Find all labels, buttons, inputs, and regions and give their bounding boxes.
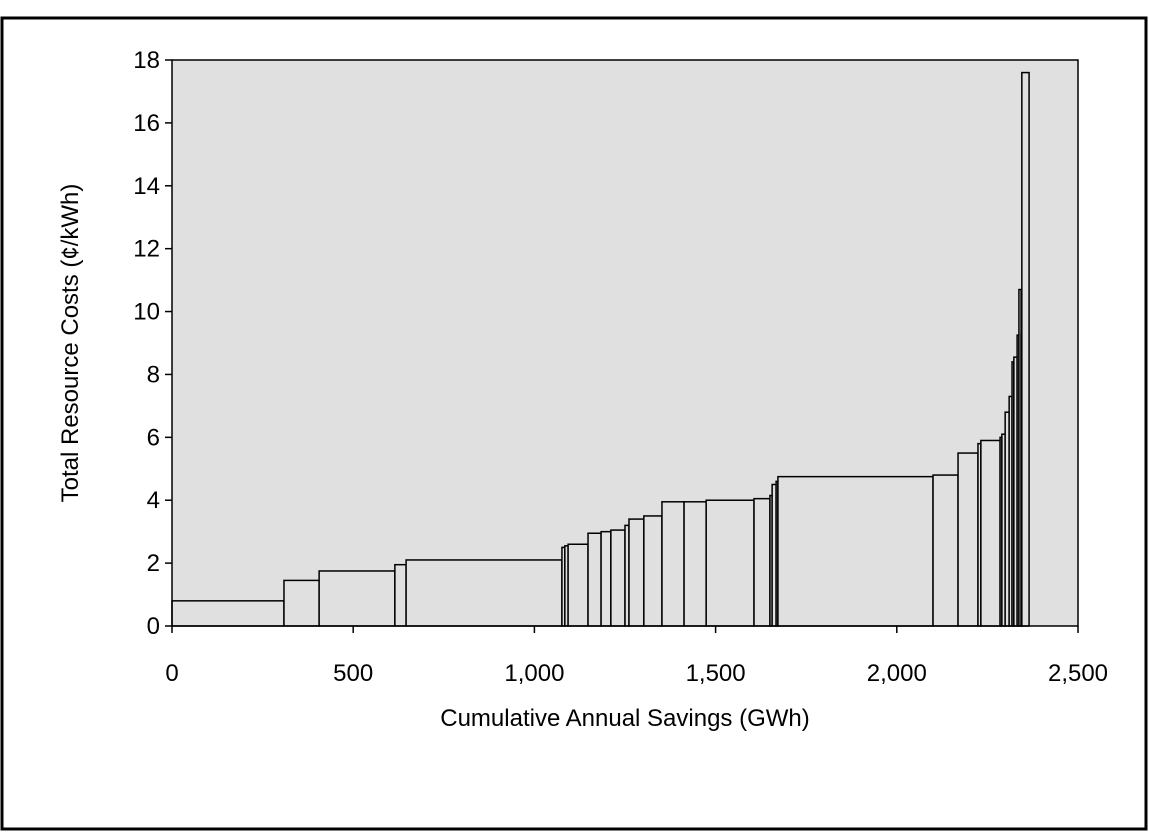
- x-tick-label: 1,000: [504, 660, 564, 687]
- y-tick-label: 14: [133, 173, 160, 200]
- y-tick-label: 10: [133, 299, 160, 326]
- plot-border: [171, 59, 1079, 627]
- x-tick-label: 500: [333, 660, 373, 687]
- bar: [753, 497, 771, 627]
- bar: [683, 501, 707, 627]
- bar: [661, 501, 685, 627]
- bar: [405, 559, 563, 627]
- x-tick-label: 2,500: [1048, 660, 1108, 687]
- bar: [394, 563, 407, 627]
- bar: [171, 600, 285, 627]
- x-tick-label: 0: [165, 660, 178, 687]
- y-axis-label: Total Resource Costs (¢/kWh): [57, 184, 84, 503]
- bar: [610, 529, 626, 627]
- bar: [777, 475, 934, 627]
- bar: [283, 579, 320, 627]
- bar: [318, 570, 396, 627]
- bar: [705, 499, 755, 627]
- y-tick-label: 4: [147, 487, 160, 514]
- y-tick-label: 0: [147, 613, 160, 640]
- y-tick-label: 12: [133, 236, 160, 263]
- y-tick-label: 2: [147, 550, 160, 577]
- bar: [600, 530, 612, 627]
- y-tick-label: 16: [133, 110, 160, 137]
- bar: [567, 543, 589, 627]
- bar: [980, 439, 1001, 627]
- bar: [587, 532, 602, 627]
- x-tick-label: 1,500: [686, 660, 746, 687]
- bar: [628, 518, 645, 627]
- x-tick-label: 2,000: [867, 660, 927, 687]
- bar: [932, 474, 959, 627]
- y-tick-label: 18: [133, 47, 160, 74]
- frame: [0, 16, 1148, 831]
- x-axis-label: Cumulative Annual Savings (GWh): [440, 705, 810, 732]
- y-tick-label: 6: [147, 424, 160, 451]
- bar: [643, 515, 663, 627]
- y-tick-label: 8: [147, 361, 160, 388]
- bar: [1021, 71, 1030, 627]
- bar: [957, 452, 979, 627]
